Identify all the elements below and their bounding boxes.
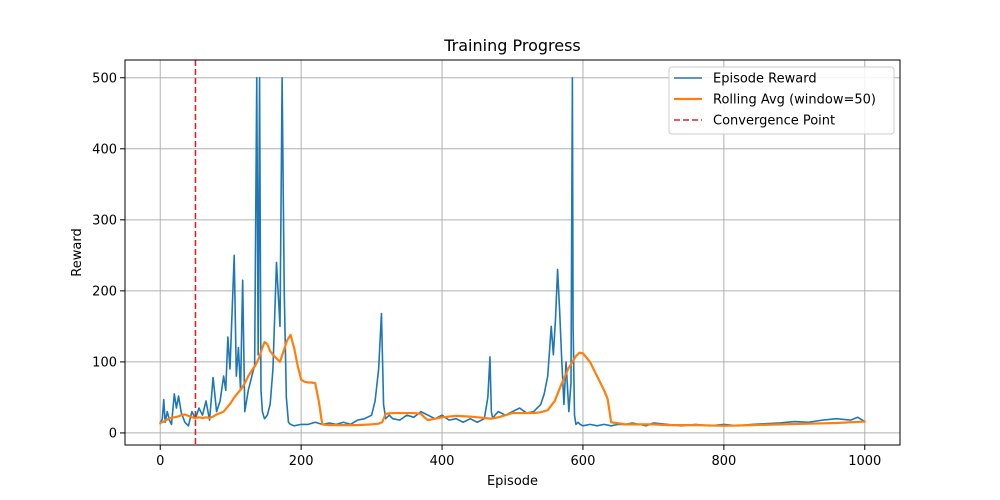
y-axis-label: Reward — [70, 228, 85, 276]
y-tick-label: 300 — [92, 213, 117, 228]
y-tick-label: 400 — [92, 142, 117, 157]
x-tick-label: 400 — [430, 454, 455, 469]
legend-box — [668, 66, 895, 135]
legend-label: Rolling Avg (window=50) — [713, 93, 876, 108]
x-tick-label: 0 — [156, 454, 164, 469]
plot-frame — [124, 59, 901, 446]
y-tick-label: 0 — [109, 426, 117, 441]
x-tick-label: 1000 — [848, 454, 881, 469]
y-tick-label: 500 — [92, 71, 117, 86]
chart-title: Training Progress — [443, 36, 581, 55]
y-tick-label: 200 — [92, 284, 117, 299]
x-tick-label: 200 — [289, 454, 314, 469]
legend-label: Convergence Point — [713, 114, 835, 129]
legend: Episode Reward Rolling Avg (window=50) Con… — [668, 66, 895, 135]
tick-layer: 0 200 400 600 800 1000 0 100 200 300 400 500 — [92, 71, 881, 469]
series-line-rolling-avg — [159, 333, 866, 427]
series-layer — [159, 76, 866, 427]
x-tick-label: 800 — [711, 454, 736, 469]
x-tick-label: 600 — [571, 454, 596, 469]
series-line-episode-reward — [159, 76, 866, 427]
x-axis-label: Episode — [487, 474, 538, 489]
legend-label: Episode Reward — [713, 72, 817, 87]
y-tick-label: 100 — [92, 355, 117, 370]
